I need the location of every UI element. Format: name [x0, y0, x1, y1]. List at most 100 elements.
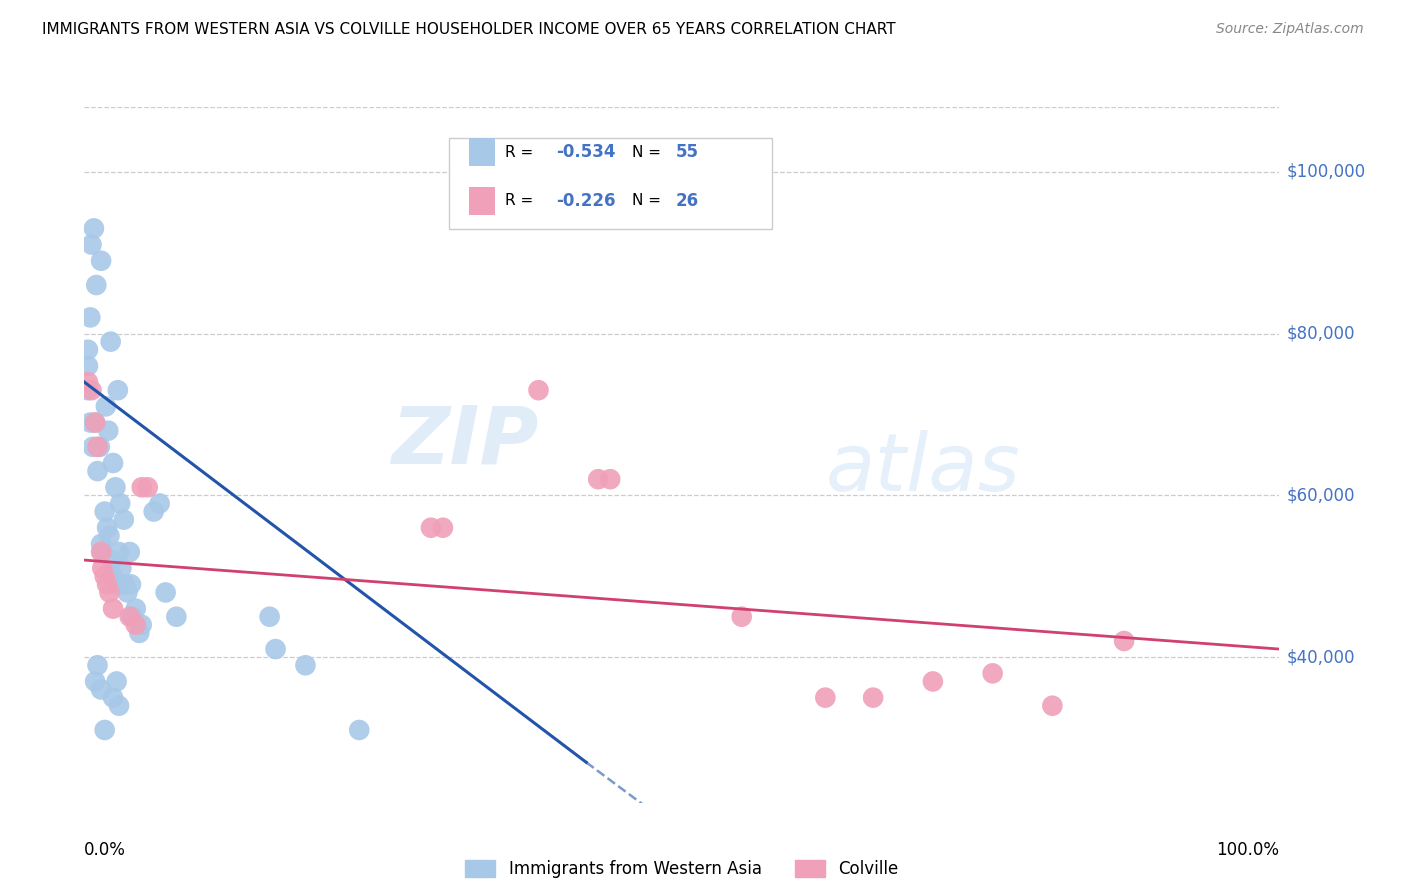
Text: R =: R =: [505, 194, 538, 209]
Point: [981, 666, 1004, 681]
Point: [862, 690, 884, 705]
Point: [98, 529, 121, 543]
Point: [131, 617, 153, 632]
Point: [110, 561, 132, 575]
Point: [814, 690, 837, 705]
FancyBboxPatch shape: [470, 138, 495, 166]
Point: [128, 626, 150, 640]
Text: $100,000: $100,000: [1286, 162, 1365, 181]
Point: [93, 504, 115, 518]
FancyBboxPatch shape: [449, 138, 772, 229]
Legend: Immigrants from Western Asia, Colville: Immigrants from Western Asia, Colville: [465, 860, 898, 878]
Text: 100.0%: 100.0%: [1216, 841, 1279, 859]
Point: [142, 504, 165, 518]
Point: [79, 310, 101, 325]
Point: [101, 456, 124, 470]
Point: [599, 472, 621, 486]
Point: [259, 609, 281, 624]
Text: ZIP: ZIP: [391, 402, 538, 480]
Point: [125, 601, 148, 615]
Point: [108, 545, 131, 559]
Point: [86, 464, 108, 478]
Point: [80, 383, 103, 397]
Point: [101, 690, 124, 705]
Point: [101, 569, 124, 583]
Point: [149, 496, 172, 510]
Point: [104, 480, 127, 494]
Text: Source: ZipAtlas.com: Source: ZipAtlas.com: [1216, 22, 1364, 37]
Point: [84, 674, 107, 689]
Point: [108, 698, 131, 713]
Text: R =: R =: [505, 145, 538, 160]
Point: [165, 609, 187, 624]
Point: [97, 424, 120, 438]
Point: [105, 674, 128, 689]
Point: [90, 537, 112, 551]
Point: [125, 617, 148, 632]
Point: [84, 278, 107, 293]
Text: -0.534: -0.534: [557, 144, 616, 161]
Point: [120, 577, 142, 591]
Point: [117, 585, 139, 599]
Point: [96, 577, 118, 591]
Point: [432, 521, 454, 535]
Point: [83, 221, 105, 235]
Point: [86, 440, 108, 454]
Text: -0.226: -0.226: [557, 192, 616, 210]
Point: [91, 561, 114, 575]
Point: [100, 334, 122, 349]
Text: 0.0%: 0.0%: [84, 841, 127, 859]
Point: [93, 569, 115, 583]
Text: $80,000: $80,000: [1286, 325, 1355, 343]
Text: 55: 55: [676, 144, 699, 161]
Point: [349, 723, 371, 737]
Point: [105, 577, 128, 591]
Point: [77, 343, 100, 357]
Point: [264, 642, 287, 657]
Point: [86, 658, 108, 673]
Point: [527, 383, 550, 397]
Point: [101, 553, 124, 567]
Point: [588, 472, 610, 486]
Point: [731, 609, 754, 624]
FancyBboxPatch shape: [470, 187, 495, 215]
Text: N =: N =: [631, 194, 665, 209]
Point: [82, 440, 104, 454]
Point: [131, 480, 153, 494]
Point: [89, 440, 111, 454]
Point: [80, 237, 103, 252]
Point: [110, 496, 132, 510]
Point: [90, 545, 112, 559]
Point: [94, 400, 117, 414]
Point: [155, 585, 177, 599]
Point: [96, 521, 118, 535]
Text: IMMIGRANTS FROM WESTERN ASIA VS COLVILLE HOUSEHOLDER INCOME OVER 65 YEARS CORREL: IMMIGRANTS FROM WESTERN ASIA VS COLVILLE…: [42, 22, 896, 37]
Point: [118, 609, 141, 624]
Point: [84, 416, 107, 430]
Point: [294, 658, 316, 673]
Text: $60,000: $60,000: [1286, 486, 1355, 504]
Point: [77, 375, 100, 389]
Point: [90, 682, 112, 697]
Point: [84, 416, 107, 430]
Point: [101, 601, 124, 615]
Point: [90, 253, 112, 268]
Point: [419, 521, 441, 535]
Point: [136, 480, 159, 494]
Point: [1040, 698, 1063, 713]
Point: [118, 545, 141, 559]
Point: [1112, 634, 1135, 648]
Point: [79, 416, 101, 430]
Point: [93, 723, 115, 737]
Text: 26: 26: [676, 192, 699, 210]
Point: [91, 545, 114, 559]
Text: N =: N =: [631, 145, 665, 160]
Point: [107, 383, 129, 397]
Point: [112, 513, 135, 527]
Point: [114, 577, 136, 591]
Text: atlas: atlas: [825, 430, 1021, 508]
Text: $40,000: $40,000: [1286, 648, 1355, 666]
Point: [121, 609, 143, 624]
Point: [77, 383, 100, 397]
Point: [98, 585, 121, 599]
